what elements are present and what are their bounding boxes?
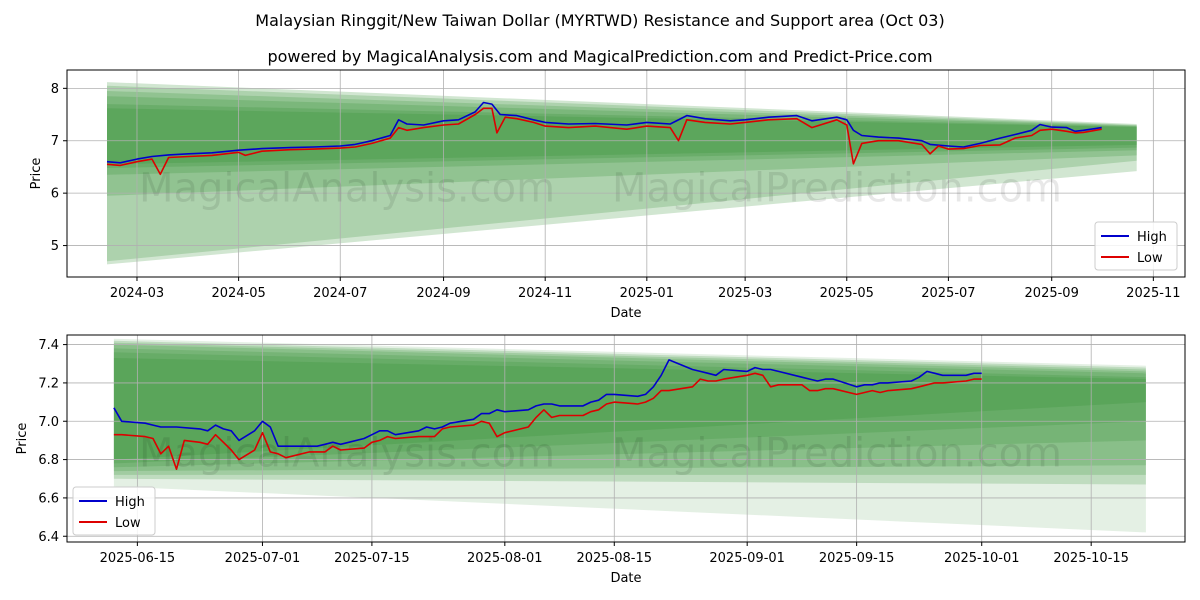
x-tick-label: 2025-01 xyxy=(620,286,674,301)
x-tick-label: 2025-07-15 xyxy=(334,551,410,566)
series-line-low xyxy=(113,372,982,470)
plot-area: MagicalAnalysis.com MagicalPrediction.com xyxy=(67,335,1185,542)
series-line-high xyxy=(106,101,1102,164)
chart-subtitle: powered by MagicalAnalysis.com and Magic… xyxy=(267,47,932,66)
series-line-high xyxy=(113,359,982,447)
y-tick-label: 5 xyxy=(51,239,59,254)
bottom-panel: MagicalAnalysis.com MagicalPrediction.com… xyxy=(15,334,1186,586)
legend-label-low: Low xyxy=(115,516,141,531)
x-tick-label: 2025-07 xyxy=(921,286,975,301)
x-tick-label: 2025-07-01 xyxy=(225,551,301,566)
y-tick-label: 7.0 xyxy=(38,415,59,430)
x-tick-label: 2025-10-01 xyxy=(944,551,1020,566)
watermark-text: MagicalPrediction.com xyxy=(612,431,1062,477)
watermark-text: MagicalPrediction.com xyxy=(612,166,1062,212)
x-axis-title: Date xyxy=(610,306,641,321)
series-line-low xyxy=(106,107,1102,176)
band-layer-6 xyxy=(107,108,1137,165)
y-tick-label: 8 xyxy=(51,82,59,97)
plot-area: MagicalAnalysis.com MagicalPrediction.com xyxy=(67,70,1185,277)
x-tick-label: 2025-10-15 xyxy=(1053,551,1129,566)
top-panel: MagicalAnalysis.com MagicalPrediction.com… xyxy=(29,69,1186,321)
y-tick-label: 6.8 xyxy=(38,453,59,468)
legend: High Low xyxy=(1094,221,1178,271)
legend-label-high: High xyxy=(115,495,145,510)
x-tick-label: 2025-09-01 xyxy=(709,551,785,566)
y-tick-label: 6.6 xyxy=(38,491,59,506)
band-layer-1 xyxy=(107,82,1137,265)
x-tick-label: 2024-09 xyxy=(416,286,470,301)
axes-frame xyxy=(66,334,1186,543)
band-layer-5 xyxy=(107,104,1137,168)
x-tick-label: 2025-03 xyxy=(718,286,772,301)
x-tick-label: 2025-08-15 xyxy=(576,551,652,566)
y-tick-label: 7.4 xyxy=(38,338,59,353)
legend-label-low: Low xyxy=(1137,251,1163,266)
chart-title: Malaysian Ringgit/New Taiwan Dollar (MYR… xyxy=(255,11,944,30)
x-tick-label: 2025-09-15 xyxy=(819,551,895,566)
band-layer-2 xyxy=(107,85,1137,262)
watermark-text: MagicalAnalysis.com xyxy=(139,431,555,477)
x-tick-label: 2025-05 xyxy=(820,286,874,301)
y-tick-label: 6 xyxy=(51,187,59,202)
y-axis-title: Price xyxy=(15,423,30,455)
x-tick-label: 2024-05 xyxy=(211,286,265,301)
y-tick-label: 6.4 xyxy=(38,530,59,545)
x-tick-label: 2025-09 xyxy=(1025,286,1079,301)
x-tick-label: 2025-08-01 xyxy=(467,551,543,566)
x-tick-label: 2024-07 xyxy=(313,286,367,301)
x-axis-title: Date xyxy=(610,571,641,586)
x-tick-label: 2025-11 xyxy=(1126,286,1180,301)
y-axis-title: Price xyxy=(29,158,44,190)
axes-frame xyxy=(66,69,1186,278)
y-tick-label: 7 xyxy=(51,134,59,149)
band-layer-4 xyxy=(107,96,1137,175)
x-tick-label: 2025-06-15 xyxy=(100,551,176,566)
x-tick-label: 2024-11 xyxy=(518,286,572,301)
watermark-text: MagicalAnalysis.com xyxy=(139,166,555,212)
legend-label-high: High xyxy=(1137,230,1167,245)
x-tick-label: 2024-03 xyxy=(110,286,164,301)
band-layer-3 xyxy=(107,91,1137,196)
legend: High Low xyxy=(72,486,156,536)
y-tick-label: 7.2 xyxy=(38,376,59,391)
